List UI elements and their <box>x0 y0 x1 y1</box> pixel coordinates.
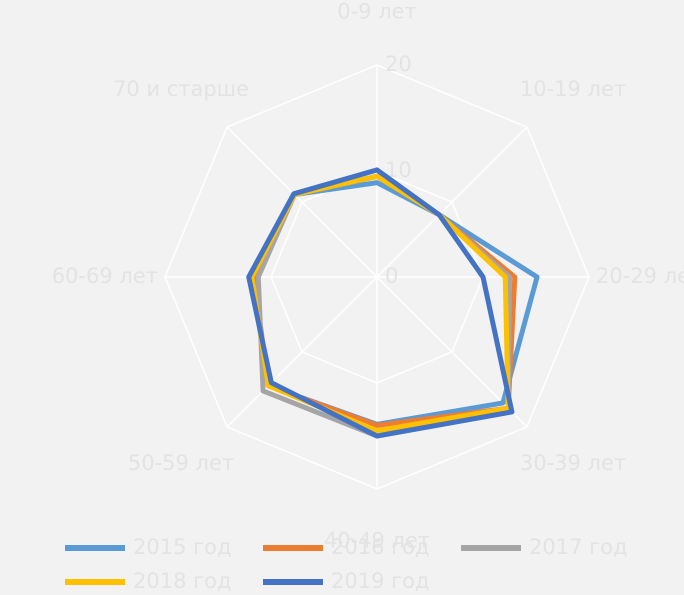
category-label: 70 и старше <box>113 77 249 101</box>
category-label: 50-59 лет <box>128 451 234 475</box>
spoke <box>376 126 528 278</box>
series-line <box>251 173 518 428</box>
spoke <box>226 126 378 278</box>
spoke <box>226 276 378 428</box>
category-label: 0-9 лет <box>337 0 417 23</box>
category-label: 30-39 лет <box>520 451 626 475</box>
category-label: 10-19 лет <box>520 77 626 101</box>
legend-label: 2015 год <box>133 535 232 559</box>
legend-label: 2019 год <box>331 569 430 593</box>
y-tick-label: 20 <box>385 52 412 76</box>
series-line <box>246 167 515 439</box>
category-label: 60-69 лет <box>52 264 158 288</box>
legend-label: 2017 год <box>529 535 628 559</box>
y-tick-label: 0 <box>385 264 398 288</box>
category-label: 40-49 лет <box>324 529 430 553</box>
legend-label: 2018 год <box>133 569 232 593</box>
legend-label: 2016 год <box>331 535 430 559</box>
category-label: 20-29 лет <box>596 264 684 288</box>
